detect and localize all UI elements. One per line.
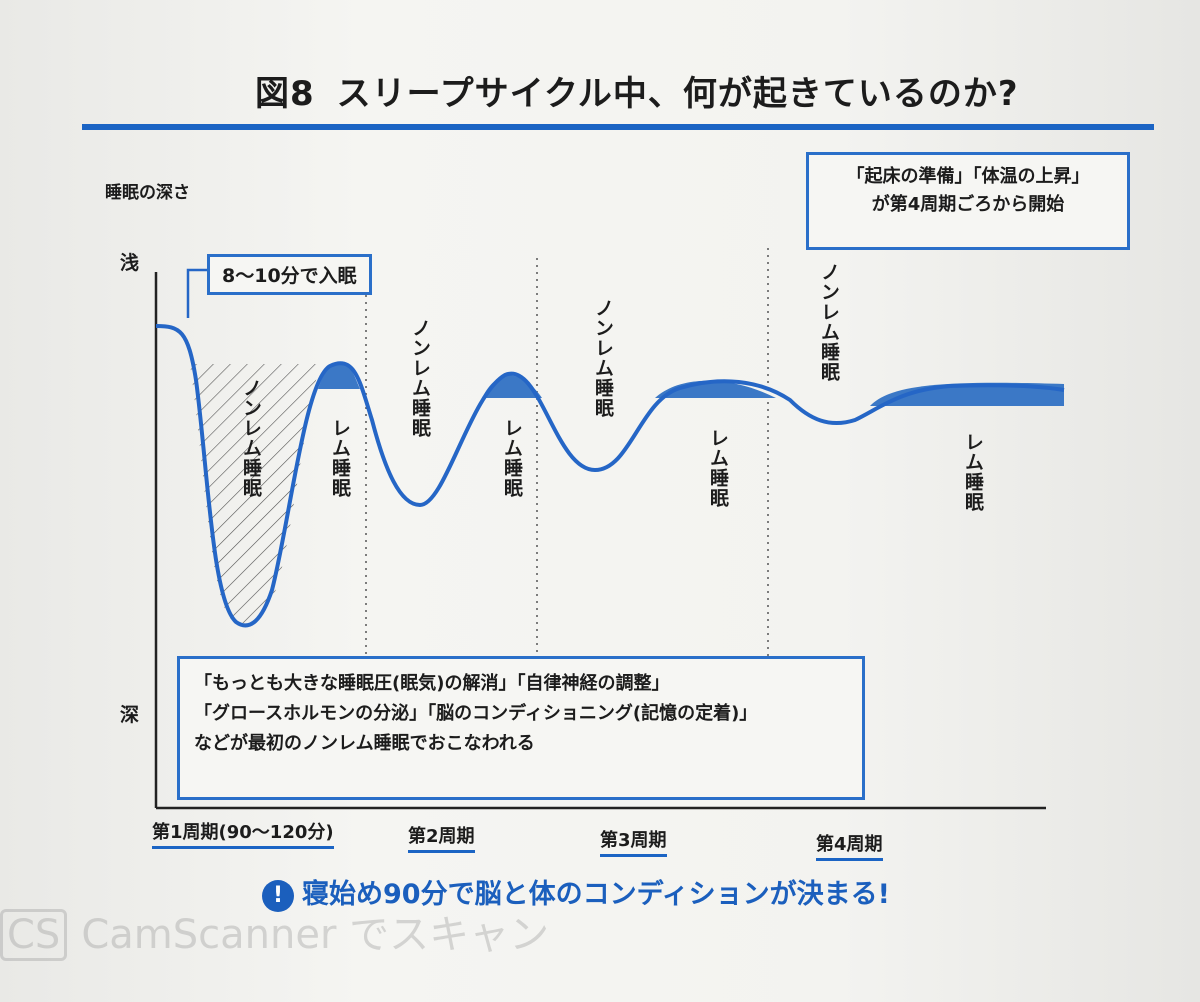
cycle-label-1: 第1周期(90〜120分) (152, 818, 334, 849)
sleep-onset-callout: 8〜10分で入眠 (207, 254, 372, 295)
rem-fill-1 (318, 363, 360, 389)
first-nrem-hatch (190, 364, 320, 624)
figure-title-text: スリープサイクル中、何が起きているのか? (336, 74, 1019, 114)
cycle-label-3: 第3周期 (600, 826, 667, 857)
first-nrem-callout: 「もっとも大きな睡眠圧(眠気)の解消」「自律神経の調整」 「グロースホルモンの分… (177, 656, 865, 800)
stage-label-nrem-4: ノンレム睡眠 (818, 262, 840, 382)
stage-label-nrem-2: ノンレム睡眠 (409, 318, 431, 438)
first-nrem-line-1: 「もっとも大きな睡眠圧(眠気)の解消」「自律神経の調整」 (194, 673, 670, 694)
stage-label-rem-1: レム睡眠 (329, 418, 351, 498)
stage-label-rem-3: レム睡眠 (707, 428, 729, 508)
watermark-badge: CS (0, 909, 68, 961)
stage-label-rem-2: レム睡眠 (501, 418, 523, 498)
figure-number: 図8 (255, 74, 315, 114)
footer-message: ! 寝始め90分で脳と体のコンディションが決まる! (262, 872, 890, 912)
cycle-label-2: 第2周期 (408, 822, 475, 853)
wake-prep-line-2: が第4周期ごろから開始 (871, 194, 1065, 215)
alert-icon: ! (262, 879, 294, 912)
wake-prep-line-1: 「起床の準備」「体温の上昇」 (846, 166, 1090, 187)
stage-label-nrem-3: ノンレム睡眠 (592, 298, 614, 418)
first-nrem-line-2: 「グロースホルモンの分泌」「脳のコンディショニング(記憶の定着)」 (194, 703, 758, 724)
title-rule (82, 124, 1154, 130)
rem-fill-4 (870, 382, 1064, 406)
y-axis-shallow-label: 浅 (120, 252, 140, 274)
stage-label-nrem-1: ノンレム睡眠 (240, 378, 262, 498)
wake-prep-callout: 「起床の準備」「体温の上昇」 が第4周期ごろから開始 (806, 152, 1130, 250)
scanner-watermark: CS CamScanner でスキャン (0, 902, 549, 961)
first-nrem-line-3: などが最初のノンレム睡眠でおこなわれる (194, 733, 535, 754)
footer-text: 寝始め90分で脳と体のコンディションが決まる! (302, 879, 890, 910)
stage-label-rem-4: レム睡眠 (962, 432, 984, 512)
y-axis-deep-label: 深 (120, 704, 140, 726)
watermark-text: CamScanner でスキャン (81, 912, 550, 958)
sleep-onset-leader (186, 268, 207, 318)
y-axis-label: 睡眠の深さ (105, 183, 190, 203)
figure-title: 図8 スリープサイクル中、何が起きているのか? (255, 66, 1019, 115)
sleep-depth-curve (155, 324, 1065, 628)
cycle-label-4: 第4周期 (816, 830, 883, 861)
